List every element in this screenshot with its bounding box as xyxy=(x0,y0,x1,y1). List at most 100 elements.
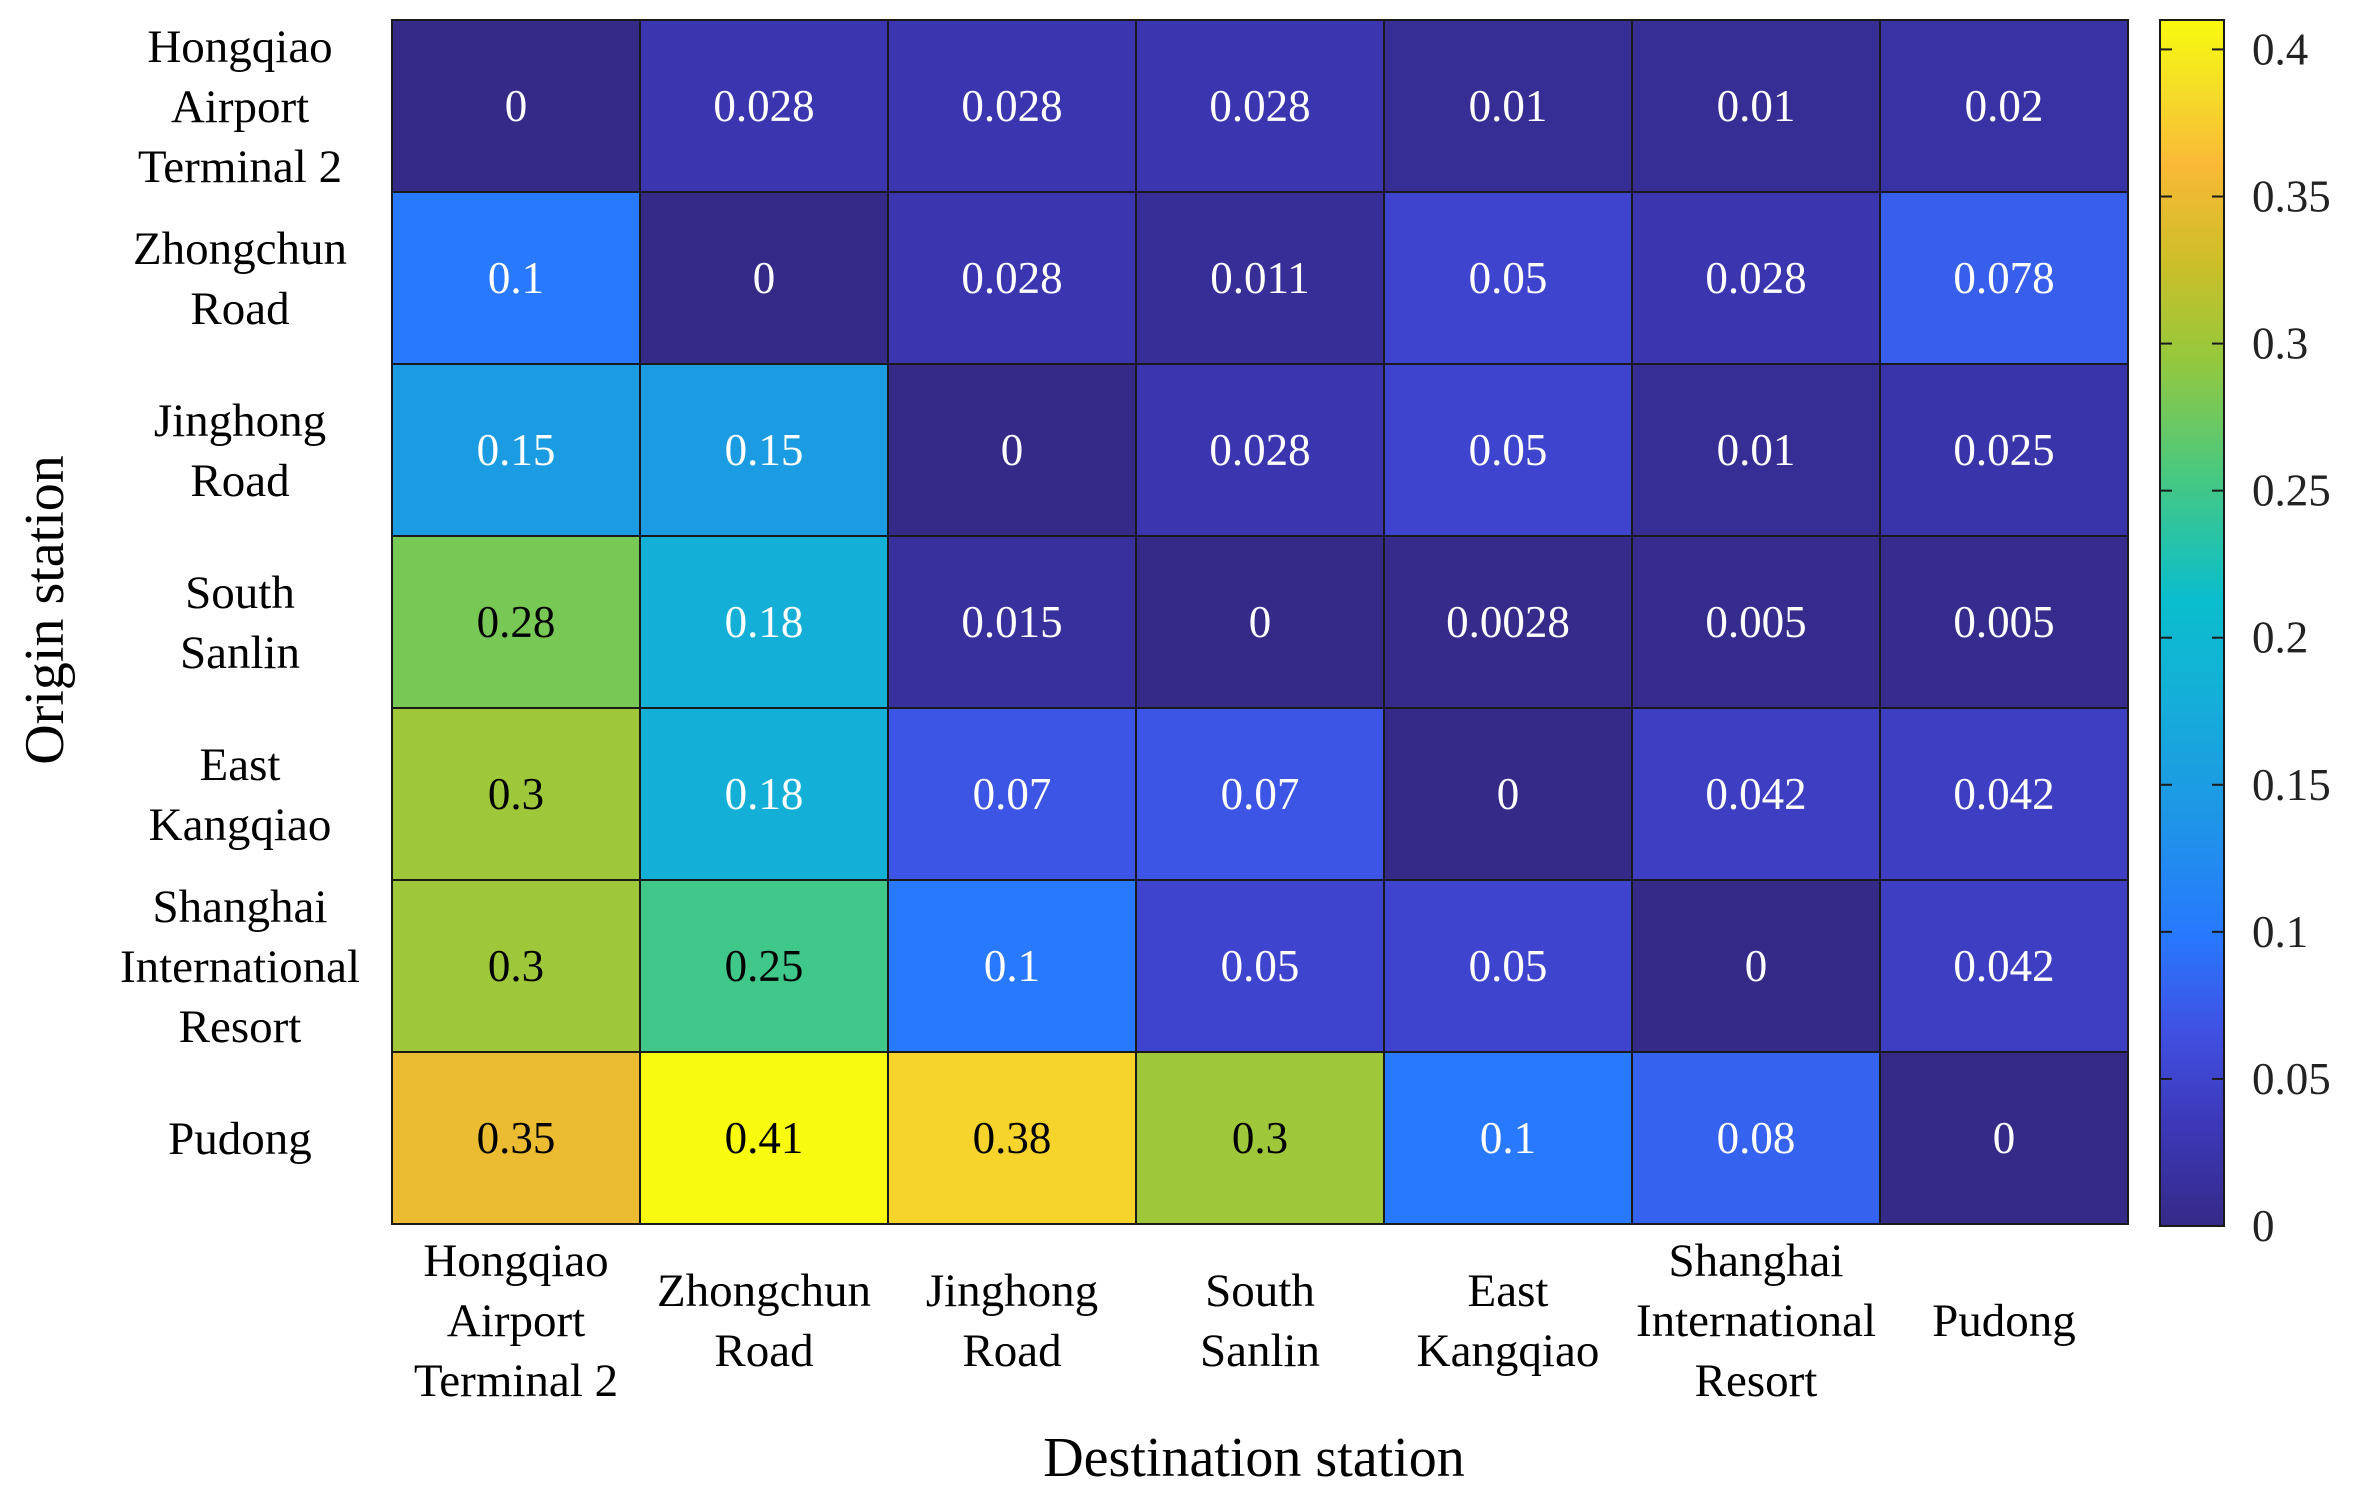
colorbar-tick-label: 0.3 xyxy=(2252,319,2308,369)
cell-value-label: 0.07 xyxy=(973,769,1052,819)
heatmap-cell-r6-c4 xyxy=(1383,1051,1633,1225)
cell-value-label: 0.1 xyxy=(488,253,544,303)
cell-value-label: 0.028 xyxy=(961,81,1062,131)
cell-value-label: 0 xyxy=(1249,597,1272,647)
colorbar-tick-label: 0.2 xyxy=(2252,613,2308,663)
cell-value-label: 0.02 xyxy=(1965,81,2044,131)
x-tick-label-line: Kangqiao xyxy=(1417,1325,1600,1377)
cell-value-label: 0.0028 xyxy=(1446,597,1570,647)
y-tick-label-line: Airport xyxy=(171,81,309,133)
x-tick-label-line: South xyxy=(1205,1265,1315,1317)
heatmap-cell-r3-c5 xyxy=(1631,535,1881,709)
y-tick-label-line: Sanlin xyxy=(180,627,300,679)
heatmap-cell-r1-c6 xyxy=(1879,191,2129,365)
y-tick-label: Pudong xyxy=(168,1113,312,1165)
cell-value-label: 0.005 xyxy=(1953,597,2054,647)
heatmap-cell-r0-c0 xyxy=(391,19,641,193)
colorbar-ticks: 0 0.05 0.1 0.15 0.2 0.25 0.3 0.35 0.4 xyxy=(2160,24,2331,1251)
x-tick-label-line: Road xyxy=(962,1325,1061,1377)
cell-value-label: 0.028 xyxy=(1209,425,1310,475)
cell-value-label: 0.05 xyxy=(1469,253,1548,303)
x-axis-title: Destination station xyxy=(1043,1427,1465,1489)
colorbar-tick-label: 0.1 xyxy=(2252,907,2308,957)
heatmap-cells: 0 0.028 0.028 0.028 0.01 0.01 0.02 0.1 0 0.028 0.0… xyxy=(391,19,2129,1225)
cell-value-label: 0.38 xyxy=(973,1113,1052,1163)
heatmap-cell-r0-c5 xyxy=(1631,19,1881,193)
x-tick-label-line: Pudong xyxy=(1932,1295,2076,1347)
heatmap-cell-r6-c5 xyxy=(1631,1051,1881,1225)
cell-value-label: 0.35 xyxy=(477,1113,556,1163)
cell-value-label: 0.028 xyxy=(713,81,814,131)
heatmap-cell-r1-c5 xyxy=(1631,191,1881,365)
y-tick-label-line: Terminal 2 xyxy=(138,141,342,193)
heatmap-cell-r4-c6 xyxy=(1879,707,2129,881)
heatmap-cell-r4-c0 xyxy=(391,707,641,881)
colorbar-tick-label: 0.05 xyxy=(2252,1054,2331,1104)
x-tick-label: Shanghai International Resort xyxy=(1636,1235,1876,1407)
heatmap-cell-r0-c2 xyxy=(887,19,1137,193)
y-tick-label-line: East xyxy=(200,739,281,791)
x-tick-label-line: Resort xyxy=(1695,1355,1818,1407)
x-tick-label-line: Terminal 2 xyxy=(414,1355,618,1407)
x-tick-label-line: Zhongchun xyxy=(657,1265,871,1317)
x-tick-label: South Sanlin xyxy=(1200,1265,1320,1377)
heatmap-cell-r2-c1 xyxy=(639,363,889,537)
cell-value-label: 0.18 xyxy=(725,597,804,647)
cell-value-label: 0.05 xyxy=(1469,941,1548,991)
y-tick-label: South Sanlin xyxy=(180,567,300,679)
heatmap-cell-r5-c0 xyxy=(391,879,641,1053)
cell-value-label: 0.05 xyxy=(1221,941,1300,991)
cell-value-label: 0.028 xyxy=(1209,81,1310,131)
cell-value-label: 0.1 xyxy=(1480,1113,1536,1163)
heatmap-cell-r2-c0 xyxy=(391,363,641,537)
heatmap-cell-r0-c1 xyxy=(639,19,889,193)
cell-value-label: 0.3 xyxy=(488,941,544,991)
cell-value-label: 0 xyxy=(505,81,528,131)
heatmap-cell-r0-c4 xyxy=(1383,19,1633,193)
heatmap-cell-r3-c0 xyxy=(391,535,641,709)
y-tick-label: Zhongchun Road xyxy=(133,223,347,335)
heatmap-cell-r5-c6 xyxy=(1879,879,2129,1053)
cell-value-label: 0 xyxy=(1745,941,1768,991)
cell-value-label: 0.07 xyxy=(1221,769,1300,819)
y-tick-label: Shanghai International Resort xyxy=(120,881,360,1053)
x-tick-label: East Kangqiao xyxy=(1417,1265,1600,1377)
cell-value-label: 0.3 xyxy=(1232,1113,1288,1163)
y-tick-label-line: Resort xyxy=(179,1001,302,1053)
x-tick-label: Hongqiao Airport Terminal 2 xyxy=(414,1235,618,1407)
y-tick-label: Hongqiao Airport Terminal 2 xyxy=(138,21,342,193)
cell-value-label: 0.005 xyxy=(1705,597,1806,647)
colorbar: 0 0.05 0.1 0.15 0.2 0.25 0.3 0.35 0.4 xyxy=(2159,19,2331,1251)
colorbar-tick-label: 0 xyxy=(2252,1201,2275,1251)
cell-value-label: 0.25 xyxy=(725,941,804,991)
y-tick-label-line: Kangqiao xyxy=(149,799,332,851)
heatmap-cell-r6-c2 xyxy=(887,1051,1137,1225)
x-tick-label-line: Road xyxy=(714,1325,813,1377)
cell-value-label: 0.15 xyxy=(477,425,556,475)
y-tick-label-line: Zhongchun xyxy=(133,223,347,275)
x-tick-label: Jinghong Road xyxy=(926,1265,1098,1377)
cell-value-label: 0 xyxy=(1993,1113,2016,1163)
cell-value-label: 0.042 xyxy=(1705,769,1806,819)
heatmap-cell-r5-c1 xyxy=(639,879,889,1053)
heatmap-cell-r0-c3 xyxy=(1135,19,1385,193)
y-axis-title: Origin station xyxy=(14,455,76,765)
x-tick-label-line: Shanghai xyxy=(1669,1235,1844,1287)
cell-value-label: 0.28 xyxy=(477,597,556,647)
cell-value-label: 0.028 xyxy=(961,253,1062,303)
colorbar-gradient xyxy=(2159,19,2225,1227)
cell-value-label: 0.01 xyxy=(1717,81,1796,131)
x-tick-label-line: Airport xyxy=(447,1295,585,1347)
cell-value-label: 0.028 xyxy=(1705,253,1806,303)
cell-value-label: 0.01 xyxy=(1469,81,1548,131)
y-tick-label-line: Shanghai xyxy=(153,881,328,933)
colorbar-tick-label: 0.35 xyxy=(2252,171,2331,221)
heatmap-cell-r4-c2 xyxy=(887,707,1137,881)
cell-value-label: 0.01 xyxy=(1717,425,1796,475)
cell-value-label: 0.08 xyxy=(1717,1113,1796,1163)
heatmap-cell-r1-c0 xyxy=(391,191,641,365)
x-tick-label-line: Sanlin xyxy=(1200,1325,1320,1377)
heatmap-cell-r3-c3 xyxy=(1135,535,1385,709)
